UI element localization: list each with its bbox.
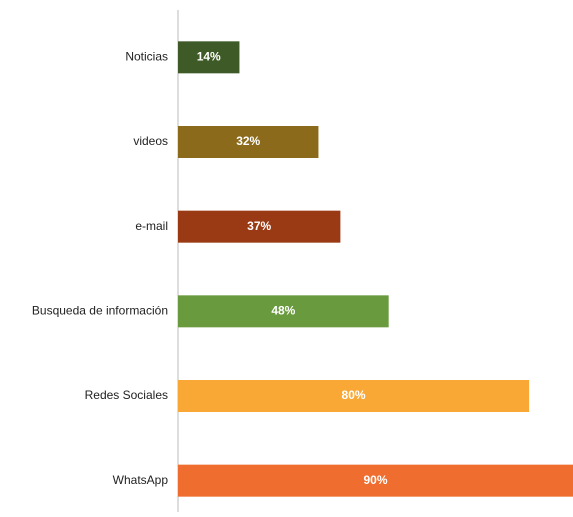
value-label: 32% — [236, 134, 260, 148]
category-label: Busqueda de información — [32, 304, 168, 318]
bar — [178, 464, 573, 497]
value-label: 37% — [247, 219, 271, 233]
bar — [178, 295, 389, 328]
category-label: Noticias — [125, 50, 168, 64]
bar — [178, 210, 341, 243]
bar — [178, 41, 240, 74]
category-label: WhatsApp — [113, 473, 169, 487]
category-label: Redes Sociales — [85, 388, 168, 402]
value-label: 80% — [342, 388, 366, 402]
category-label: e-mail — [135, 219, 168, 233]
category-label: videos — [133, 134, 168, 148]
value-label: 48% — [271, 304, 295, 318]
value-label: 14% — [197, 50, 221, 64]
bar — [178, 380, 530, 412]
bar — [178, 126, 319, 158]
value-label: 90% — [363, 473, 387, 487]
